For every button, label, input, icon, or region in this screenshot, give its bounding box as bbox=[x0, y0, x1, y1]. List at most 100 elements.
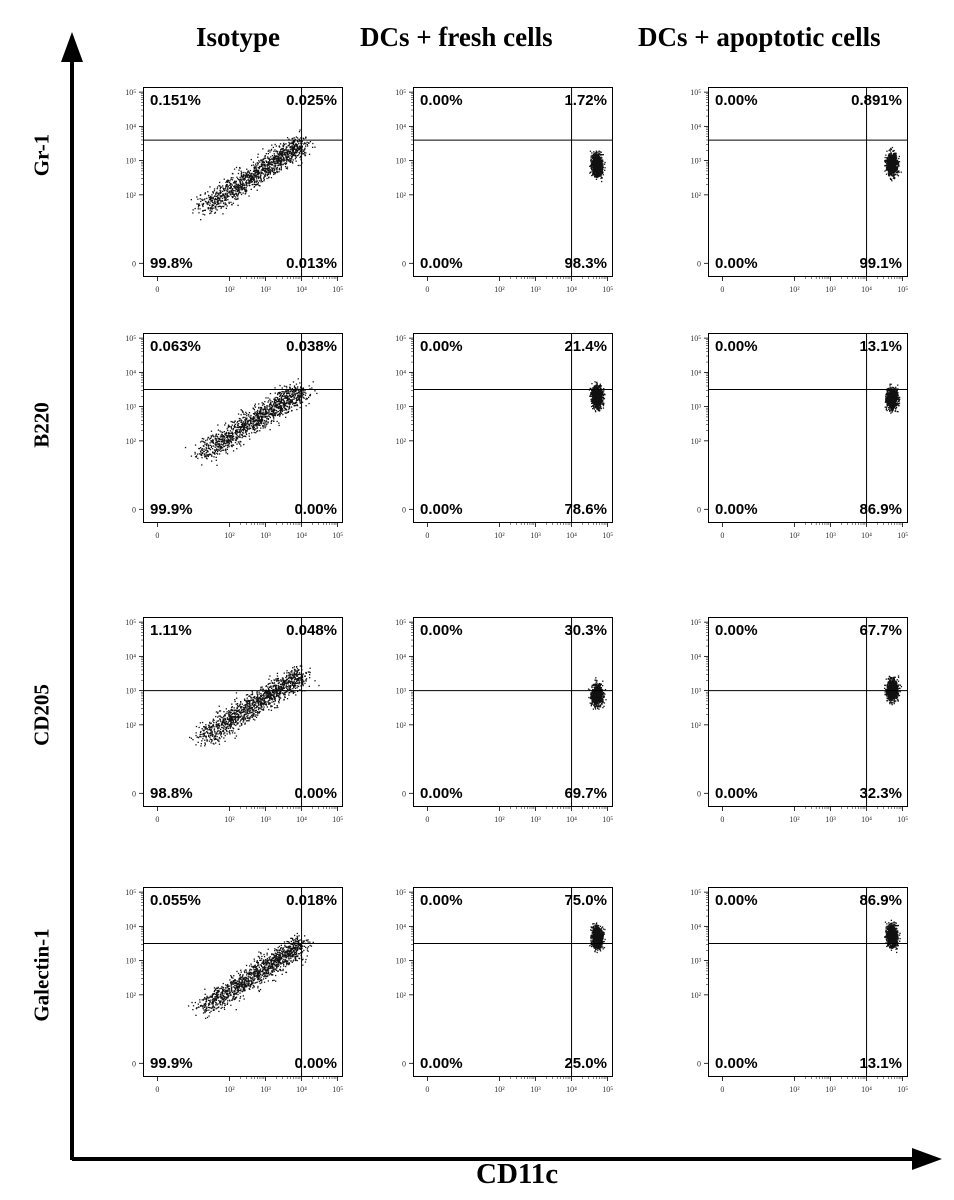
y-tick-label: 10² bbox=[396, 991, 407, 1000]
x-tick-label: 10⁴ bbox=[296, 1085, 307, 1094]
y-tick-label: 10³ bbox=[691, 403, 702, 412]
quadrant-upper-left-value: 0.00% bbox=[420, 92, 463, 109]
y-tick-label: 10⁵ bbox=[125, 888, 136, 897]
x-tick-label: 10⁵ bbox=[897, 815, 908, 824]
quadrant-lower-left-value: 0.00% bbox=[420, 255, 463, 272]
x-tick-label: 10⁴ bbox=[861, 531, 872, 540]
x-tick-label: 10² bbox=[494, 1085, 505, 1094]
plot-panel: 0 0 10² 10² 10³ 10³ 10⁴ 10⁴ 10⁵ 10⁵ 0.00% 21.4% 0.00… bbox=[395, 333, 613, 540]
quadrant-upper-left-value: 1.11% bbox=[150, 622, 192, 639]
panel-svg: 0 0 10² 10² 10³ 10³ 10⁴ 10⁴ 10⁵ 10⁵ bbox=[690, 887, 908, 1094]
x-tick-label: 0 bbox=[155, 815, 159, 824]
plot-frame bbox=[708, 87, 908, 277]
y-tick-label: 10³ bbox=[126, 957, 137, 966]
x-tick-label: 10⁴ bbox=[861, 285, 872, 294]
quadrant-lower-left-value: 0.00% bbox=[420, 501, 463, 518]
x-tick-label: 0 bbox=[425, 531, 429, 540]
quadrant-lower-left-value: 0.00% bbox=[715, 1055, 758, 1072]
plot-panel: 0 0 10² 10² 10³ 10³ 10⁴ 10⁴ 10⁵ 10⁵ 1.11% 0.048% 98.… bbox=[125, 617, 343, 824]
event-dots bbox=[588, 381, 606, 413]
quadrant-upper-left-value: 0.00% bbox=[715, 622, 758, 639]
x-tick-label: 10³ bbox=[260, 531, 271, 540]
x-tick-label: 10⁴ bbox=[566, 1085, 577, 1094]
y-tick-label: 10³ bbox=[396, 403, 407, 412]
y-tick-label: 10⁵ bbox=[395, 618, 406, 627]
x-tick-label: 0 bbox=[720, 285, 724, 294]
y-tick-label: 10² bbox=[126, 191, 137, 200]
quadrant-upper-right-value: 13.1% bbox=[859, 338, 902, 355]
y-tick-label: 10² bbox=[691, 437, 702, 446]
y-tick-label: 10² bbox=[691, 191, 702, 200]
x-tick-label: 10³ bbox=[260, 1085, 271, 1094]
plot-panel: 0 0 10² 10² 10³ 10³ 10⁴ 10⁴ 10⁵ 10⁵ 0.00% 67.7% 0.00… bbox=[690, 617, 908, 824]
plot-frame bbox=[143, 887, 343, 1077]
y-tick-label: 10³ bbox=[691, 957, 702, 966]
quadrant-lower-left-value: 99.8% bbox=[150, 255, 193, 272]
x-tick-label: 10⁵ bbox=[602, 531, 613, 540]
x-tick-label: 0 bbox=[425, 1085, 429, 1094]
x-tick-label: 10³ bbox=[260, 815, 271, 824]
x-tick-label: 10⁵ bbox=[332, 1085, 343, 1094]
y-tick-label: 10⁴ bbox=[690, 368, 701, 377]
panel-svg: 0 0 10² 10² 10³ 10³ 10⁴ 10⁴ 10⁵ 10⁵ bbox=[395, 617, 613, 824]
y-tick-label: 10⁴ bbox=[125, 652, 136, 661]
quadrant-upper-left-value: 0.00% bbox=[420, 338, 463, 355]
x-tick-label: 10² bbox=[224, 1085, 235, 1094]
y-tick-label: 0 bbox=[402, 505, 406, 514]
y-tick-label: 10² bbox=[126, 991, 137, 1000]
y-tick-label: 10⁴ bbox=[395, 122, 406, 131]
quadrant-lower-right-value: 99.1% bbox=[859, 255, 902, 272]
quadrant-upper-left-value: 0.00% bbox=[420, 892, 463, 909]
plot-frame bbox=[708, 887, 908, 1077]
quadrant-lower-right-value: 13.1% bbox=[859, 1055, 902, 1072]
quadrant-upper-right-value: 0.025% bbox=[286, 92, 337, 109]
y-tick-label: 10⁴ bbox=[690, 652, 701, 661]
quadrant-lower-right-value: 0.00% bbox=[294, 785, 337, 802]
quadrant-upper-right-value: 75.0% bbox=[564, 892, 607, 909]
y-tick-label: 0 bbox=[402, 789, 406, 798]
quadrant-upper-left-value: 0.151% bbox=[150, 92, 201, 109]
x-tick-label: 10³ bbox=[530, 531, 541, 540]
x-tick-label: 10⁴ bbox=[296, 531, 307, 540]
x-tick-label: 10³ bbox=[825, 815, 836, 824]
x-axis-title: CD11c bbox=[476, 1158, 559, 1190]
x-tick-label: 10⁵ bbox=[897, 285, 908, 294]
y-tick-label: 10² bbox=[691, 721, 702, 730]
x-tick-label: 10² bbox=[494, 815, 505, 824]
plot-frame bbox=[413, 887, 613, 1077]
y-tick-label: 10⁵ bbox=[395, 334, 406, 343]
x-tick-label: 10² bbox=[224, 531, 235, 540]
row-label-cd205: CD205 bbox=[29, 684, 54, 746]
y-tick-label: 10³ bbox=[126, 157, 137, 166]
x-tick-label: 10⁵ bbox=[602, 1085, 613, 1094]
x-tick-label: 10³ bbox=[825, 285, 836, 294]
x-tick-label: 10⁵ bbox=[332, 531, 343, 540]
quadrant-upper-right-value: 0.038% bbox=[286, 338, 337, 355]
panel-svg: 0 0 10² 10² 10³ 10³ 10⁴ 10⁴ 10⁵ 10⁵ bbox=[395, 87, 613, 294]
x-tick-label: 10⁵ bbox=[897, 1085, 908, 1094]
y-tick-label: 0 bbox=[402, 259, 406, 268]
quadrant-upper-right-value: 0.018% bbox=[286, 892, 337, 909]
plot-frame bbox=[143, 617, 343, 807]
y-tick-label: 10² bbox=[396, 191, 407, 200]
y-tick-label: 10⁴ bbox=[395, 922, 406, 931]
quadrant-lower-right-value: 98.3% bbox=[564, 255, 607, 272]
quadrant-upper-right-value: 86.9% bbox=[859, 892, 902, 909]
x-tick-label: 10⁴ bbox=[566, 531, 577, 540]
x-axis-arrowhead bbox=[912, 1148, 942, 1170]
x-tick-label: 10⁴ bbox=[296, 285, 307, 294]
x-tick-label: 10⁴ bbox=[861, 1085, 872, 1094]
panel-svg: 0 0 10² 10² 10³ 10³ 10⁴ 10⁴ 10⁵ 10⁵ bbox=[125, 887, 343, 1094]
x-tick-label: 10² bbox=[789, 1085, 800, 1094]
plot-frame bbox=[413, 333, 613, 523]
plot-frame bbox=[143, 87, 343, 277]
plot-frame bbox=[413, 87, 613, 277]
x-tick-label: 10⁴ bbox=[296, 815, 307, 824]
y-axis-arrowhead bbox=[61, 32, 83, 62]
quadrant-upper-right-value: 1.72% bbox=[564, 92, 607, 109]
panel-svg: 0 0 10² 10² 10³ 10³ 10⁴ 10⁴ 10⁵ 10⁵ bbox=[690, 333, 908, 540]
y-tick-label: 10⁴ bbox=[690, 922, 701, 931]
y-tick-label: 10² bbox=[396, 437, 407, 446]
x-tick-label: 10⁵ bbox=[602, 285, 613, 294]
quadrant-upper-left-value: 0.00% bbox=[715, 338, 758, 355]
